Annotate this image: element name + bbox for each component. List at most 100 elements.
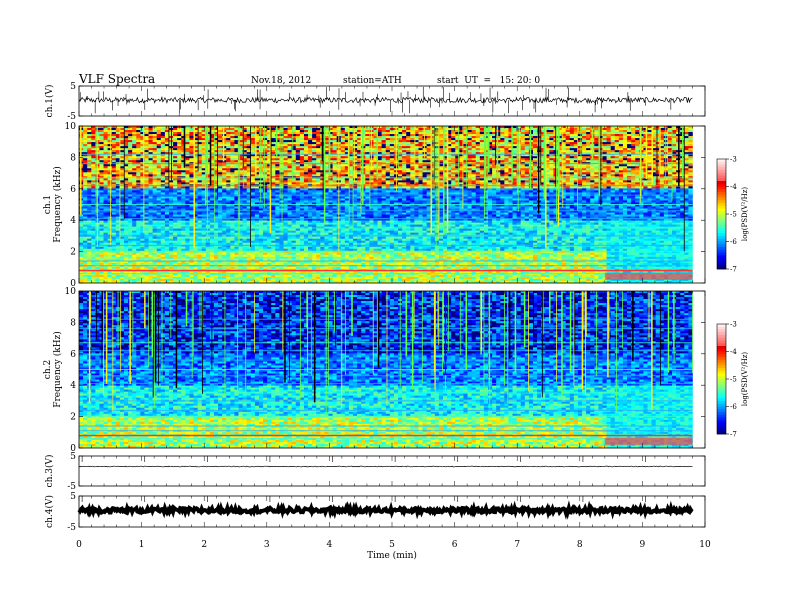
spectrogram-cell: [123, 140, 129, 143]
spectrogram-cell: [242, 180, 247, 183]
spectrogram-cell: [684, 128, 689, 131]
spectrogram-cell: [443, 158, 448, 161]
spectrogram-cell: [451, 170, 456, 173]
spectrogram-cell: [426, 180, 432, 183]
spectrogram-cell: [455, 186, 460, 189]
spectrogram-cell: [541, 186, 546, 189]
spectrogram-cell: [107, 130, 113, 133]
spectrogram-cell: [627, 158, 632, 161]
spectrogram-cell: [557, 132, 562, 135]
spectrogram-cell: [193, 186, 198, 189]
spectrogram-cell: [107, 148, 113, 151]
spectrogram-cell: [459, 126, 464, 129]
spectrogram-cell: [447, 166, 452, 169]
spectrogram-cell: [263, 152, 268, 155]
spectrogram-cell: [618, 142, 624, 145]
spectrogram-cell: [246, 140, 252, 143]
spectrogram-cell: [279, 134, 284, 137]
spectrogram-cell: [426, 140, 432, 143]
spectrogram-cell: [230, 144, 235, 147]
spectrogram-cell: [447, 146, 452, 149]
spectrogram-cell: [324, 132, 329, 135]
spectrogram-cell: [586, 164, 591, 167]
spectrogram-cell: [271, 156, 276, 159]
spectrogram-cell: [132, 136, 137, 139]
spectrogram-cell: [492, 186, 497, 189]
spectrogram-cell: [267, 150, 272, 153]
spectrogram-cell: [308, 168, 313, 171]
spectrogram-cell: [197, 164, 202, 167]
spectrogram-cell: [123, 164, 129, 167]
spectrogram-cell: [132, 150, 137, 153]
spectrogram-cell: [459, 154, 464, 157]
spectrogram-cell: [242, 160, 247, 163]
spectrogram-cell: [254, 134, 260, 137]
spectrogram-cell: [140, 178, 145, 181]
spectrogram-cell: [189, 152, 194, 155]
spectrogram-cell: [275, 150, 280, 153]
spectrogram-cell: [479, 158, 485, 161]
spectrogram-cell: [246, 152, 252, 155]
spectrogram-cell: [508, 140, 513, 143]
spectrogram-cell: [520, 188, 526, 191]
spectrogram-cell: [83, 132, 88, 135]
spectrogram-cell: [234, 186, 239, 189]
spectrogram-cell: [91, 150, 96, 153]
spectrogram-cell: [565, 170, 571, 173]
spectrogram-cell: [246, 130, 252, 133]
spectrogram-cell: [250, 160, 256, 163]
spectrogram-cell: [455, 138, 460, 141]
spectrogram-cell: [181, 126, 186, 129]
spectrogram-cell: [545, 128, 550, 131]
spectrogram-cell: [193, 154, 198, 157]
spectrogram-cell: [156, 144, 162, 147]
spectrogram-cell: [541, 178, 546, 181]
spectrogram-cell: [373, 130, 378, 133]
spectrogram-cell: [659, 138, 665, 141]
spectrogram-cell: [377, 152, 382, 155]
spectrogram-cell: [357, 132, 362, 135]
spectrogram-cell: [303, 134, 309, 137]
spectrogram-cell: [357, 166, 362, 169]
spectrogram-cell: [434, 144, 440, 147]
spectrogram-cell: [500, 188, 505, 191]
spectrogram-cell: [177, 178, 182, 181]
spectrogram-cell: [406, 148, 411, 151]
spectrogram-cell: [438, 174, 444, 177]
spectrogram-cell: [201, 140, 207, 143]
spectrogram-cell: [148, 148, 153, 151]
spectrogram-cell: [663, 132, 669, 135]
spectrogram-cell: [234, 164, 239, 167]
spectrogram-cell: [115, 178, 121, 181]
spectrogram-cell: [107, 134, 113, 137]
spectrogram-cell: [83, 168, 88, 171]
spectrogram-cell: [402, 142, 407, 145]
spectrogram-cell: [667, 138, 673, 141]
spectrogram-cell: [119, 170, 125, 173]
spectrogram-cell: [496, 142, 501, 145]
spectrogram-cell: [541, 172, 546, 175]
spectrogram-cell: [651, 164, 656, 167]
spectrogram-cell: [398, 172, 403, 175]
spectrogram-cell: [99, 126, 104, 129]
spectrogram-cell: [177, 134, 182, 137]
spectrogram-cell: [512, 154, 517, 157]
spectrogram-cell: [173, 178, 178, 181]
spectrogram-cell: [152, 174, 158, 177]
spectrogram-cell: [467, 164, 472, 167]
spectrogram-cell: [242, 140, 247, 143]
spectrogram-cell: [181, 128, 186, 131]
spectrogram-cell: [152, 182, 158, 185]
spectrogram-cell: [381, 186, 387, 189]
spectrogram-cell: [614, 156, 620, 159]
spectrogram-cell: [144, 128, 149, 131]
spectrogram-cell: [287, 178, 292, 181]
spectrogram-cell: [348, 178, 354, 181]
spectrogram-cell: [340, 182, 346, 185]
spectrogram-cell: [226, 134, 231, 137]
spectrogram-cell: [373, 174, 378, 177]
spectrogram-cell: [573, 140, 579, 143]
spectrogram-cell: [406, 170, 411, 173]
spectrogram-cell: [295, 134, 301, 137]
spectrogram-cell: [279, 142, 284, 145]
